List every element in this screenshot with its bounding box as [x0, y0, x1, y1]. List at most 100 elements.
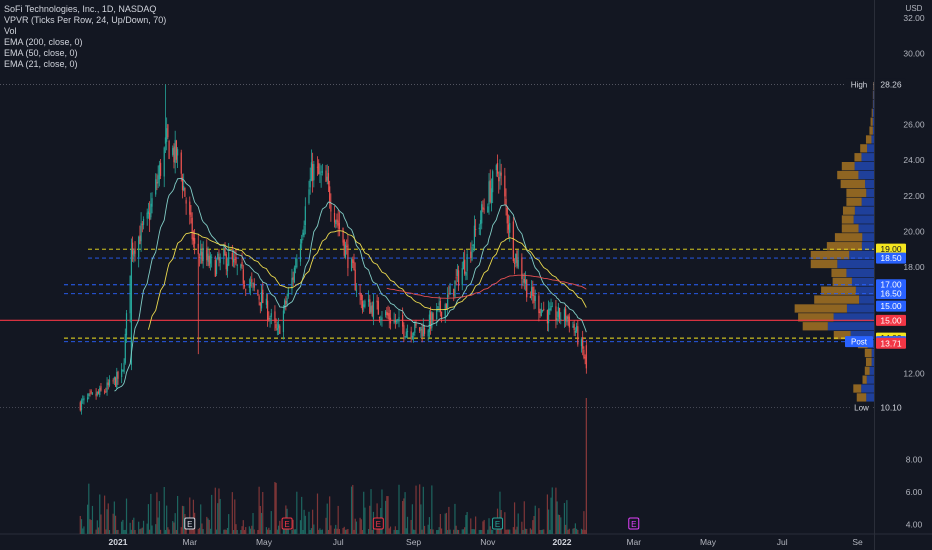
candle-body	[498, 177, 500, 182]
price-label-value: 16.50	[880, 289, 902, 299]
earnings-marker[interactable]	[281, 517, 293, 530]
candle-body	[206, 248, 208, 261]
candle-body	[124, 333, 126, 363]
candle-body	[389, 317, 392, 324]
candle-body	[447, 294, 449, 309]
volume-bar	[524, 528, 527, 534]
volume-bar	[539, 529, 541, 534]
volume-bar	[534, 505, 536, 534]
candle-body	[284, 300, 286, 309]
candle-body	[217, 253, 219, 260]
volume-bar	[385, 500, 387, 534]
volume-bar	[219, 498, 221, 534]
volume-bar	[257, 530, 259, 534]
volume-bar	[181, 505, 184, 534]
volume-bar	[584, 529, 586, 534]
candle-body	[523, 278, 525, 283]
legend-indicator-ema200[interactable]: EMA (200, close, 0)	[4, 37, 83, 47]
vpvr-down-row	[872, 81, 874, 91]
vpvr-down-row	[842, 206, 855, 215]
candle-body	[411, 335, 413, 340]
volume-bar	[318, 529, 320, 534]
volume-bar	[243, 530, 246, 534]
volume-bar	[97, 527, 100, 534]
volume-bar	[350, 486, 353, 534]
candle-body	[481, 204, 483, 224]
volume-bar	[236, 529, 238, 534]
candle-body	[240, 264, 242, 268]
legend-indicator-vpvr[interactable]: VPVR (Ticks Per Row, 24, Up/Down, 70)	[4, 15, 167, 25]
volume-bar	[489, 526, 491, 534]
volume-bar	[538, 508, 540, 534]
price-axis-tick: 32.00	[903, 13, 925, 23]
volume-bar	[149, 529, 151, 534]
candle-body	[88, 393, 90, 397]
legend-indicator-ema21[interactable]: EMA (21, close, 0)	[4, 59, 78, 69]
candle-body	[370, 306, 372, 312]
earnings-marker[interactable]	[372, 517, 384, 530]
volume-bar	[142, 520, 145, 534]
candle-body	[367, 299, 370, 302]
volume-bar	[395, 529, 398, 534]
time-axis-label: 2021	[109, 537, 128, 547]
candles	[79, 84, 587, 415]
price-label-box	[876, 314, 906, 326]
earnings-marker[interactable]	[184, 517, 196, 530]
volume-bar	[129, 522, 131, 534]
legend-indicator-ema50[interactable]: EMA (50, close, 0)	[4, 48, 78, 58]
volume-bar	[303, 509, 305, 534]
legend-indicator-vol[interactable]: Vol	[4, 26, 17, 36]
candle-body	[438, 302, 440, 306]
candle-body	[79, 402, 81, 411]
candle-body	[219, 256, 221, 263]
candle-body	[360, 294, 362, 301]
candle-body	[308, 189, 310, 204]
candle-body	[388, 313, 390, 321]
candle-body	[350, 259, 353, 271]
earnings-marker[interactable]	[628, 517, 640, 530]
candle-body	[249, 282, 252, 287]
volume-bar	[431, 485, 433, 534]
candle-body	[454, 280, 456, 298]
volume-bar	[79, 515, 81, 534]
candle-body	[302, 232, 304, 237]
volume-bar	[201, 523, 203, 534]
earnings-marker[interactable]	[492, 517, 504, 530]
volume-bar	[215, 529, 218, 534]
candle-body	[231, 253, 233, 260]
candle-body	[522, 281, 524, 283]
candle-body	[573, 324, 575, 331]
candle-body	[200, 250, 202, 256]
candle-body	[576, 325, 578, 332]
candle-body	[270, 313, 272, 317]
candle-body	[291, 277, 293, 290]
candle-body	[546, 310, 548, 324]
volume-bar	[268, 527, 270, 534]
candle-body	[321, 171, 323, 173]
volume-bar	[260, 512, 263, 534]
volume-bar	[200, 504, 202, 534]
candle-body	[202, 247, 204, 261]
candle-body	[465, 271, 467, 276]
vpvr-up-row	[873, 99, 874, 109]
candle-body	[500, 172, 502, 176]
price-axis-tick: 12.00	[903, 369, 925, 379]
candle-body	[530, 287, 533, 296]
volume-bar	[455, 525, 457, 534]
volume-bar	[566, 500, 568, 534]
volume-bar	[209, 528, 212, 534]
candle-body	[526, 279, 528, 298]
candle-body	[125, 313, 128, 336]
volume-bar	[533, 516, 535, 534]
candle-body	[516, 250, 518, 267]
candle-body	[524, 279, 527, 284]
volume-bar	[453, 529, 455, 534]
volume-bar	[461, 529, 463, 534]
volume-bar	[146, 523, 148, 534]
volume-bar	[549, 529, 551, 534]
vpvr-down-row	[841, 161, 855, 171]
candle-body	[529, 295, 531, 299]
volume-bar	[320, 529, 322, 534]
vpvr-down-row	[821, 286, 856, 295]
